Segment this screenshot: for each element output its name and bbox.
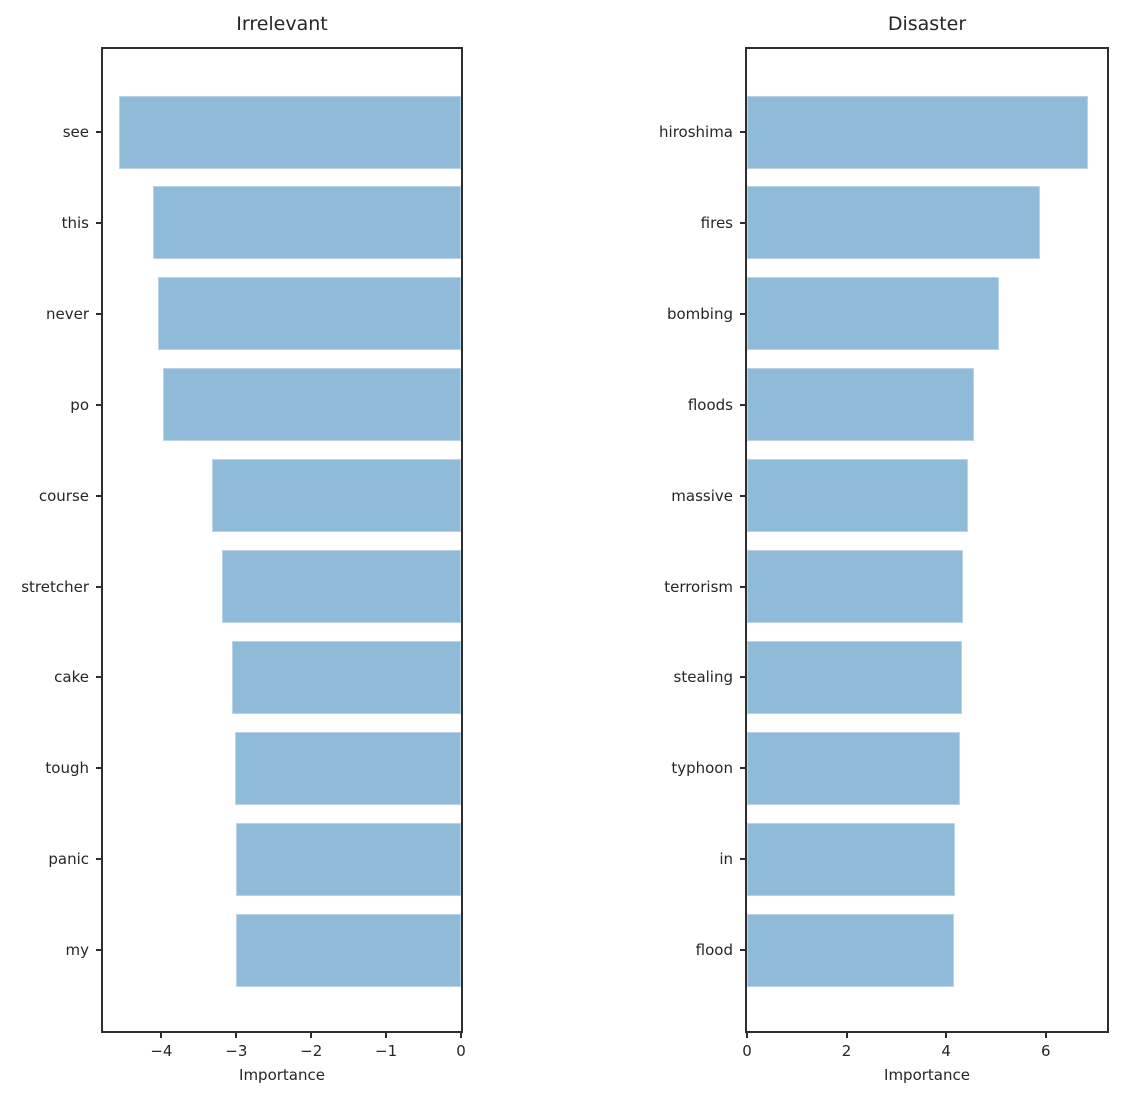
chart-title: Disaster <box>887 13 967 35</box>
x-tick-label: 0 <box>456 1042 466 1060</box>
x-tick-label: −4 <box>150 1042 173 1060</box>
x-tick-mark <box>845 1033 848 1038</box>
y-tick-mark <box>96 403 101 406</box>
x-tick-label: −3 <box>225 1042 248 1060</box>
bar <box>222 550 461 623</box>
y-tick-mark <box>740 312 745 315</box>
y-tick-mark <box>740 403 745 406</box>
y-tick-mark <box>740 131 745 133</box>
plot-area: hiroshima fires bombing floods massive terror… <box>659 47 1109 1060</box>
y-tick-mark <box>740 858 745 861</box>
panel-disaster: Disaster hiroshima fires bombing floods mass… <box>565 0 1130 1102</box>
x-tick-label: 4 <box>941 1042 951 1060</box>
bar <box>747 822 955 896</box>
y-tick-label: stretcher <box>21 577 89 596</box>
bar <box>747 277 999 351</box>
x-tick-label: 2 <box>841 1042 852 1060</box>
y-tick-mark <box>96 585 101 588</box>
y-tick-label: flood <box>695 941 733 960</box>
bar <box>236 913 461 987</box>
y-tick-label: in <box>719 850 733 869</box>
x-tick-label: 0 <box>742 1042 752 1060</box>
y-tick-mark <box>740 676 745 679</box>
x-tick-mark <box>460 1033 462 1038</box>
y-tick-label: typhoon <box>671 759 733 778</box>
x-tick-mark <box>1044 1033 1047 1038</box>
y-tick-mark <box>96 676 101 679</box>
chart-title: Irrelevant <box>236 13 328 35</box>
y-tick-mark <box>96 131 101 133</box>
bar <box>747 186 1041 260</box>
y-tick-label: bombing <box>666 304 733 323</box>
bar <box>747 731 960 805</box>
y-tick-mark <box>740 221 745 224</box>
x-tick-mark <box>235 1033 238 1038</box>
x-tick-label: 6 <box>1040 1042 1051 1060</box>
bar <box>747 459 968 533</box>
y-tick-label: this <box>61 213 89 232</box>
x-axis-label: Importance <box>239 1066 325 1084</box>
y-tick-label: never <box>45 304 89 323</box>
y-tick-mark <box>96 858 101 861</box>
y-tick-mark <box>96 767 101 770</box>
plot-area: see this never po course stretcher cake tough pa… <box>21 47 466 1060</box>
x-tick-mark <box>945 1033 948 1038</box>
y-tick-label: floods <box>687 395 733 414</box>
y-tick-label: my <box>65 941 90 960</box>
x-tick-mark <box>160 1033 163 1038</box>
panel-irrelevant: Irrelevant see this never po course stretcher… <box>21 13 466 1084</box>
y-tick-label: terrorism <box>664 577 733 596</box>
y-tick-mark <box>740 494 745 497</box>
y-tick-label: panic <box>48 850 89 869</box>
bar <box>747 913 955 987</box>
bar <box>747 640 963 714</box>
y-tick-label: hiroshima <box>659 123 733 141</box>
bar <box>747 368 974 442</box>
bar <box>747 95 1088 169</box>
x-axis-label: Importance <box>884 1066 970 1084</box>
y-tick-mark <box>96 494 101 497</box>
bar <box>212 459 461 533</box>
x-tick-mark <box>746 1033 748 1038</box>
bar <box>747 550 964 623</box>
x-tick-label: −1 <box>375 1042 398 1060</box>
bar <box>234 731 461 805</box>
y-tick-mark <box>740 585 745 588</box>
x-tick-mark <box>385 1033 388 1038</box>
bar <box>119 95 461 169</box>
bar <box>235 822 461 896</box>
y-tick-label: po <box>70 395 89 414</box>
bar <box>231 640 461 714</box>
bar <box>153 186 461 260</box>
y-tick-mark <box>740 949 745 952</box>
y-tick-mark <box>96 949 101 952</box>
y-tick-label: stealing <box>673 668 733 687</box>
y-tick-label: tough <box>45 759 89 778</box>
bar <box>162 368 461 442</box>
y-tick-label: see <box>62 123 89 141</box>
y-tick-mark <box>740 767 745 770</box>
y-tick-label: course <box>38 486 89 505</box>
y-tick-mark <box>96 312 101 315</box>
x-tick-label: −2 <box>300 1042 323 1060</box>
y-tick-label: cake <box>54 668 89 687</box>
y-tick-label: fires <box>700 213 733 232</box>
y-tick-label: massive <box>671 486 733 505</box>
bar <box>158 277 461 351</box>
x-tick-mark <box>310 1033 313 1038</box>
y-tick-mark <box>96 221 101 224</box>
